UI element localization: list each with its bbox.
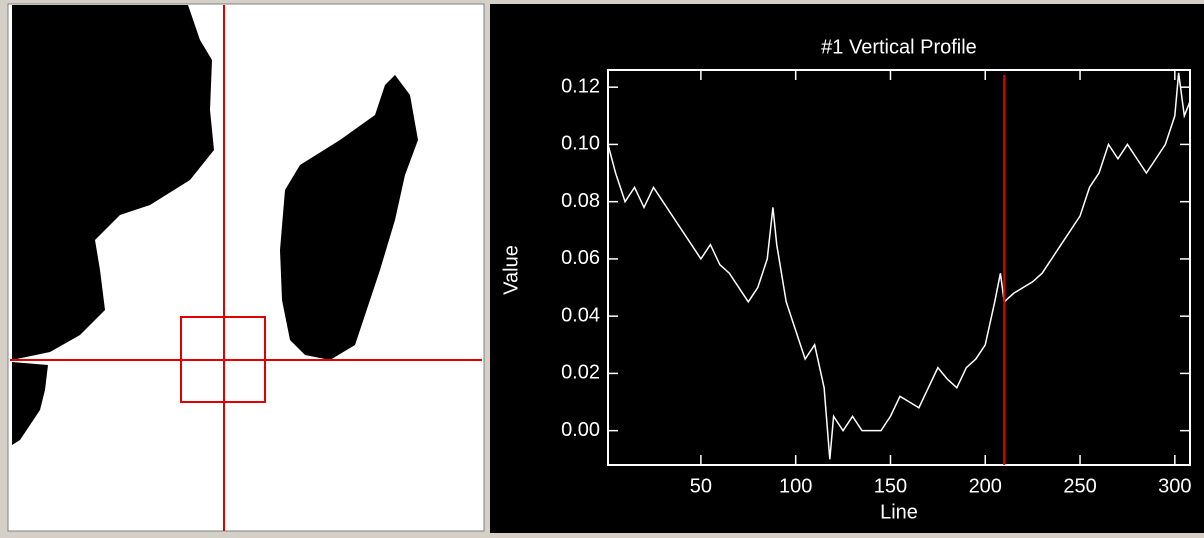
y-tick-label: 0.10 (561, 133, 600, 155)
x-axis-label: Line (880, 501, 918, 523)
y-axis-label: Value (500, 245, 522, 295)
y-tick-label: 0.08 (561, 190, 600, 212)
screen: #1 Vertical Profile Line Value 0.00 0.02 0… (0, 0, 1204, 533)
x-tick-label: 150 (874, 475, 907, 497)
y-tick-label: 0.00 (561, 419, 600, 441)
page: #1 Vertical Profile Line Value 0.00 0.02 0… (0, 0, 1204, 533)
x-tick-label: 50 (690, 475, 712, 497)
y-tick-label: 0.06 (561, 247, 600, 269)
image-view (8, 4, 484, 531)
x-tick-label: 100 (779, 475, 812, 497)
x-tick-label: 250 (1063, 475, 1096, 497)
x-tick-label: 300 (1158, 475, 1191, 497)
x-tick-label: 200 (969, 475, 1002, 497)
y-tick-label: 0.02 (561, 362, 600, 384)
y-tick-label: 0.04 (561, 304, 600, 326)
chart-title: #1 Vertical Profile (821, 36, 977, 58)
y-tick-label: 0.12 (561, 75, 600, 97)
